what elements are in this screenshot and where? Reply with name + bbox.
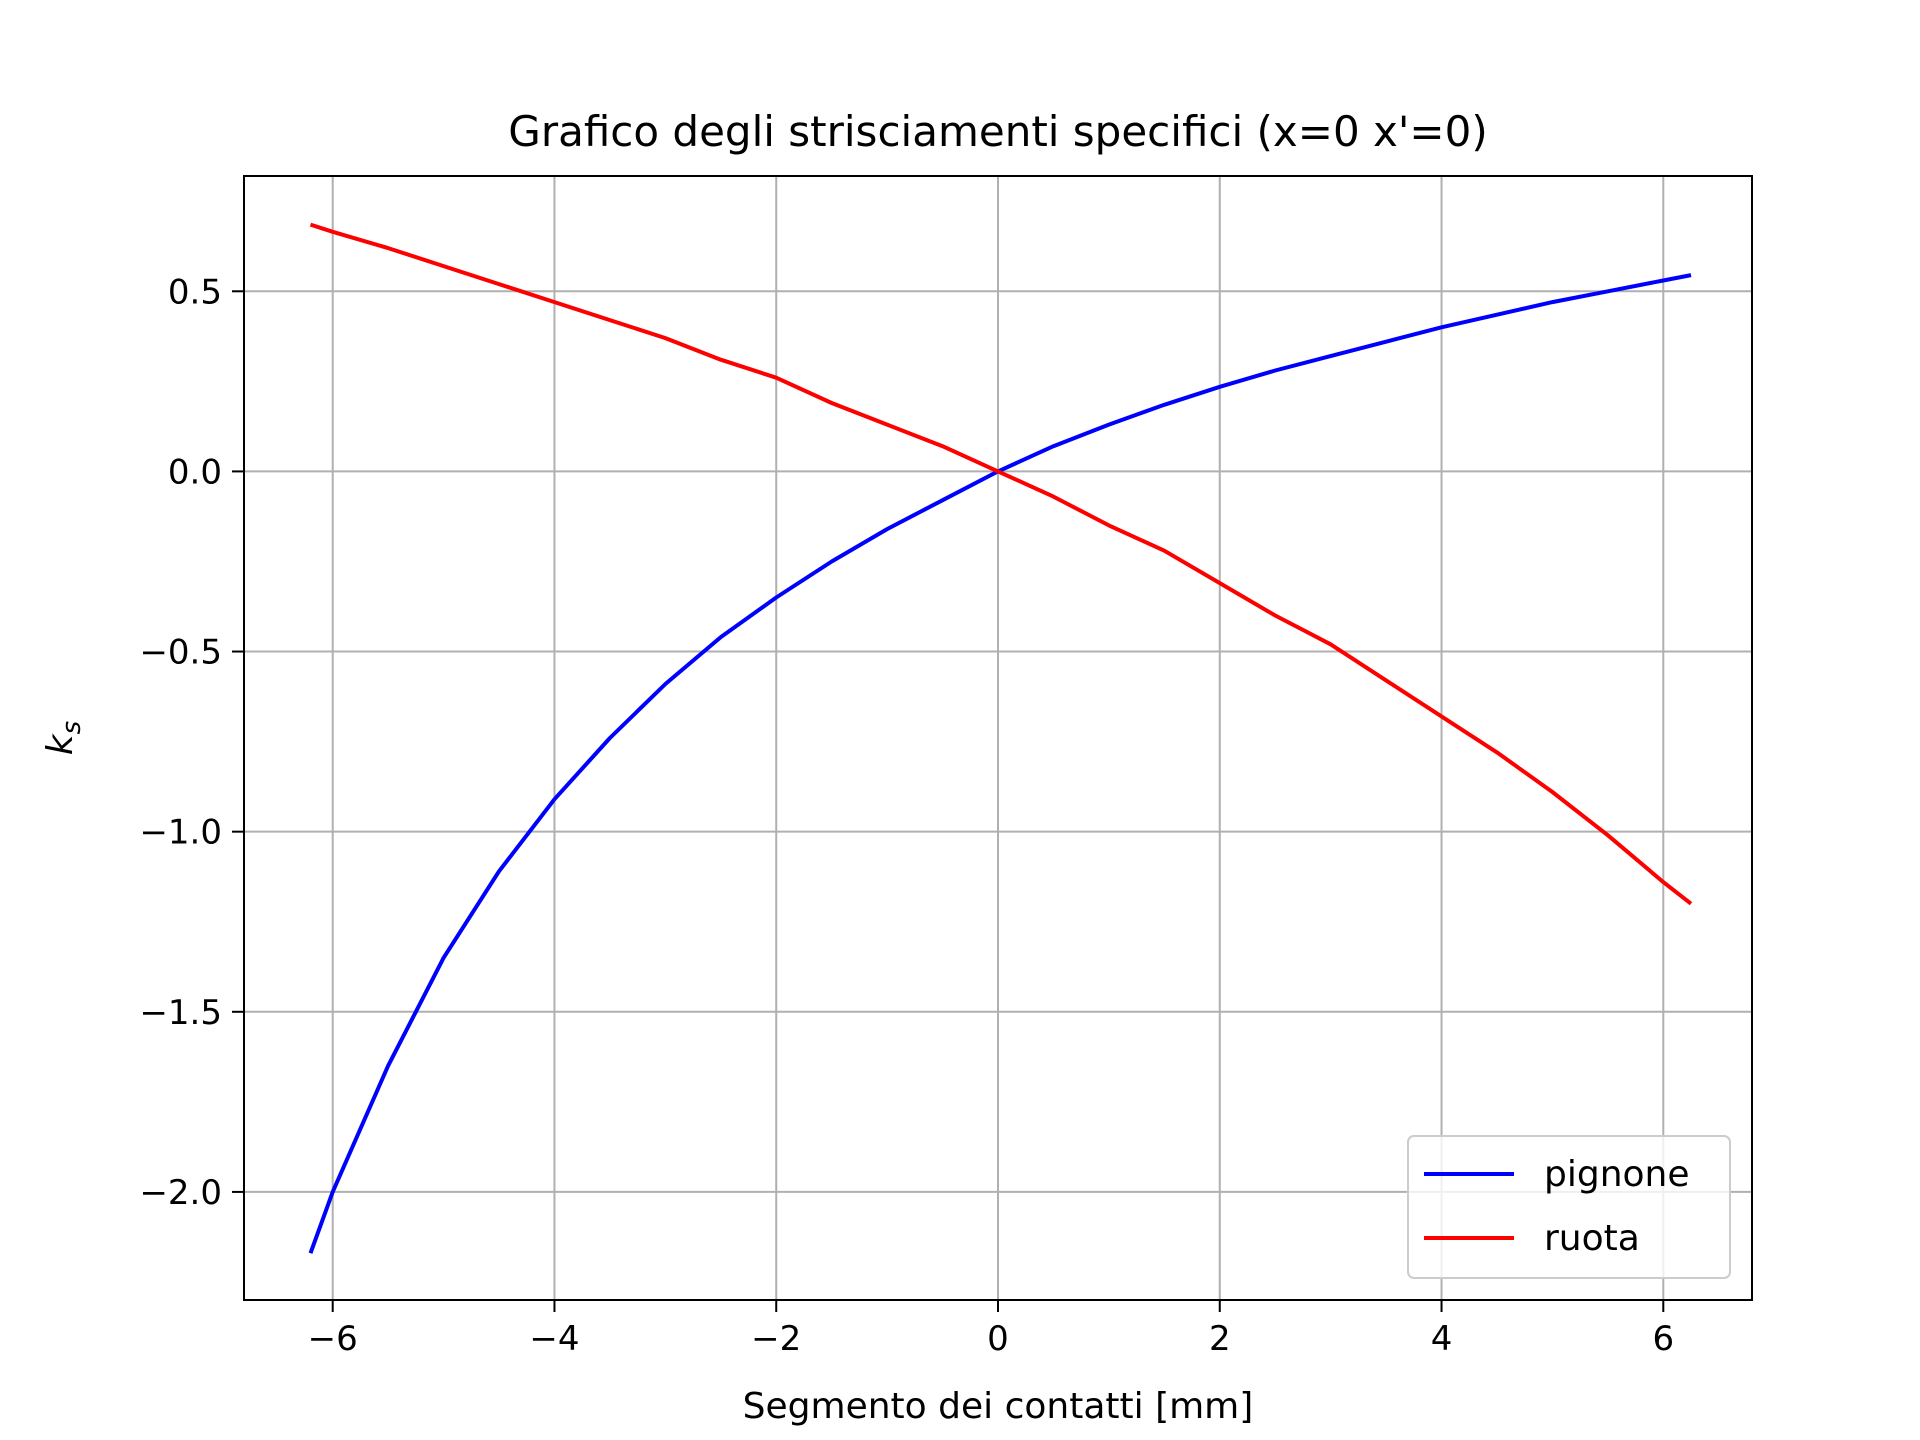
y-axis-label: ks xyxy=(40,721,87,755)
y-tick-label: 0.0 xyxy=(168,452,222,492)
x-tick-label: 0 xyxy=(987,1319,1009,1359)
y-axis-label-subscript: s xyxy=(57,721,87,735)
x-tick-label: 2 xyxy=(1209,1319,1231,1359)
y-tick-label: 0.5 xyxy=(168,272,222,312)
x-tick-label: −4 xyxy=(529,1319,579,1359)
series-lines xyxy=(308,222,1693,1254)
legend-box xyxy=(1407,1135,1731,1279)
x-tick-label: −6 xyxy=(308,1319,358,1359)
y-tick-label: −1.5 xyxy=(139,993,222,1033)
legend-label-pignone: pignone xyxy=(1544,1154,1690,1195)
y-tick-label: −1.0 xyxy=(139,813,222,853)
grid xyxy=(244,176,1752,1300)
ticks: −6 −4 −2 0 2 4 6 0.5 0.0 −0.5 −1.0 −1.5 −2.0 xyxy=(139,272,1674,1359)
y-tick-label: −0.5 xyxy=(139,633,222,673)
chart-title: Grafico degli strisciamenti specifici (x… xyxy=(508,107,1487,156)
legend-label-ruota: ruota xyxy=(1544,1218,1640,1259)
x-axis-label: Segmento dei contatti [mm] xyxy=(743,1386,1254,1427)
x-tick-label: 6 xyxy=(1652,1319,1674,1359)
x-tick-label: 4 xyxy=(1431,1319,1453,1359)
legend: pignone ruota xyxy=(1407,1135,1731,1279)
y-tick-label: −2.0 xyxy=(139,1173,222,1213)
x-tick-label: −2 xyxy=(751,1319,801,1359)
y-axis-label-base: k xyxy=(40,732,81,755)
series-line-ruota xyxy=(309,222,1693,906)
